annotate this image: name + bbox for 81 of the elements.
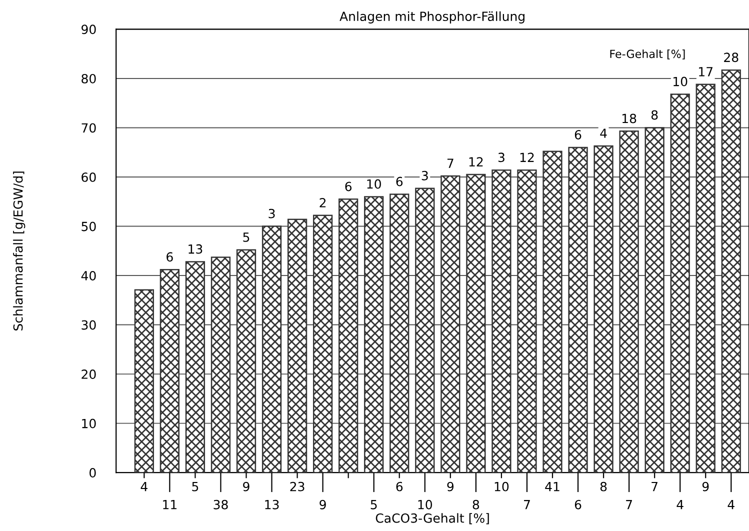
x-tick-label: 4	[676, 500, 684, 510]
annotation: 17	[699, 67, 712, 76]
x-tick-label: 8	[472, 500, 480, 510]
bar	[313, 214, 333, 473]
annotation: 6	[345, 182, 352, 192]
x-tick-label: 13	[265, 500, 279, 510]
x-tick-label: 9	[243, 482, 250, 492]
x-tick-label: 11	[163, 500, 176, 510]
x-tick-label: 10	[494, 482, 509, 492]
bar	[517, 169, 537, 473]
bar	[466, 174, 486, 473]
x-tick-label: 9	[320, 500, 326, 510]
bar	[696, 84, 716, 473]
bar	[670, 94, 690, 473]
y-tick-label: 30	[82, 320, 96, 330]
bar	[415, 188, 435, 473]
y-tick-label: 0	[90, 468, 96, 478]
annotation: 18	[622, 114, 636, 124]
x-tick-label: 4	[140, 482, 148, 492]
bar	[619, 130, 639, 473]
bar	[721, 69, 741, 473]
annotation: 3	[268, 208, 275, 218]
bar	[338, 198, 358, 473]
x-axis-title: CaCO3-Gehalt [%]	[376, 513, 489, 524]
x-tick-label: 41	[545, 482, 560, 492]
bar	[594, 145, 614, 473]
x-tick-label: 8	[600, 482, 607, 492]
y-tick-label: 50	[82, 222, 96, 232]
bar	[542, 150, 562, 473]
annotation: 13	[188, 244, 202, 254]
x-tick-label: 6	[574, 500, 582, 510]
annotation: 6	[574, 130, 582, 140]
annotation: 10	[674, 76, 688, 86]
x-tick-label: 6	[396, 482, 403, 492]
annotation: Fe-Gehalt [%]	[610, 49, 685, 60]
x-tick-label: 9	[702, 482, 709, 492]
bar	[644, 127, 664, 473]
y-tick-label: 40	[81, 271, 96, 280]
y-tick-label: 10	[82, 418, 96, 428]
x-tick-label: 4	[728, 500, 734, 510]
y-tick-label: 20	[82, 370, 96, 379]
annotation: 5	[243, 232, 250, 242]
x-tick-label: 5	[192, 482, 198, 492]
annotation: 10	[367, 179, 381, 189]
annotation: 3	[422, 170, 428, 180]
y-axis-title: Schlammanfall [g/EGW/d]	[13, 172, 26, 330]
x-tick-label: 10	[418, 500, 432, 510]
annotation: 2	[320, 198, 326, 208]
x-tick-label: 9	[447, 482, 454, 492]
bar	[160, 268, 180, 473]
bar	[262, 226, 282, 473]
bar	[185, 261, 206, 473]
bar	[492, 169, 512, 473]
annotation: 28	[724, 52, 738, 62]
bar	[390, 194, 410, 473]
bar	[236, 249, 256, 473]
annotation: 12	[520, 152, 534, 162]
bar	[364, 196, 384, 473]
annotation: 7	[447, 158, 454, 168]
annotation: 8	[651, 110, 658, 120]
annotation: 6	[396, 176, 403, 186]
annotation: 6	[166, 252, 173, 262]
bar	[134, 289, 154, 473]
y-tick-label: 60	[82, 172, 96, 182]
y-tick-label: 90	[82, 24, 96, 34]
y-tick-label: 70	[82, 123, 96, 133]
bar	[287, 218, 308, 473]
bar	[210, 256, 231, 473]
annotation: 4	[600, 128, 607, 138]
x-tick-label: 23	[290, 482, 304, 492]
x-tick-label: 7	[524, 500, 530, 510]
bar	[568, 146, 588, 473]
annotation: 12	[469, 157, 483, 166]
chart-title: Anlagen mit Phosphor-Fällung	[340, 11, 524, 24]
x-tick-label: 7	[626, 500, 632, 510]
x-tick-label: 5	[370, 500, 377, 510]
x-tick-label: 7	[652, 482, 658, 492]
x-tick-label: 38	[214, 500, 228, 510]
y-tick-label: 80	[82, 74, 96, 84]
annotation: 3	[498, 152, 504, 162]
bar	[440, 175, 460, 473]
